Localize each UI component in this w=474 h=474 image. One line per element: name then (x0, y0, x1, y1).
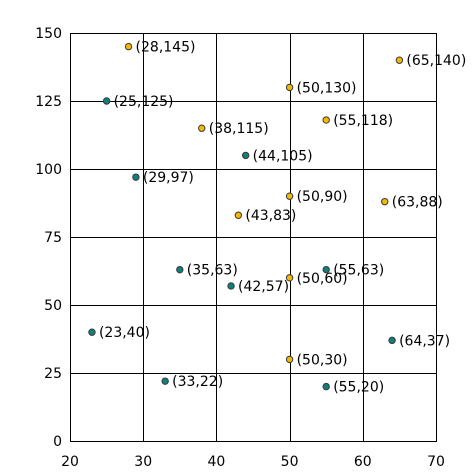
y-tick-label: 150 (35, 26, 62, 42)
y-tick-label: 75 (44, 230, 62, 246)
grid (70, 33, 437, 442)
data-label: (23,40) (99, 325, 150, 341)
data-point (234, 211, 243, 219)
y-tick-label: 100 (35, 162, 62, 178)
y-tick-label: 50 (44, 298, 62, 314)
y-tick-label: 125 (35, 94, 62, 110)
data-point (88, 328, 96, 336)
x-tick-label: 20 (61, 454, 79, 470)
data-label: (33,22) (172, 374, 223, 390)
data-label: (63,88) (392, 195, 443, 211)
data-label: (35,63) (187, 263, 238, 279)
data-point (395, 56, 404, 64)
data-label: (29,97) (143, 170, 194, 186)
data-label: (50,130) (297, 80, 357, 96)
data-label: (44,105) (253, 148, 313, 164)
data-point (285, 274, 294, 282)
data-point (124, 42, 133, 51)
x-tick-label: 50 (281, 454, 299, 470)
series-0: (28,145) (65,140) (50,130) (38,115) (55,118)… (124, 40, 466, 368)
data-point (322, 116, 330, 124)
data-label: (28,145) (136, 40, 196, 56)
series-1: (25,125) (44,105) (29,97) (35,63) (55,63) (42… (88, 94, 450, 396)
data-point (322, 265, 330, 274)
data-point (381, 197, 389, 206)
data-point (285, 192, 294, 200)
data-point (227, 282, 235, 290)
y-tick-label: 25 (44, 366, 62, 382)
data-point (198, 124, 206, 132)
data-label: (55,118) (333, 113, 393, 129)
data-point (176, 265, 184, 274)
data-label: (25,125) (114, 94, 174, 110)
data-points: (28,145) (65,140) (50,130) (38,115) (55,118)… (88, 40, 466, 396)
data-label: (50,90) (297, 189, 348, 205)
data-point (241, 151, 250, 160)
data-point (388, 336, 396, 345)
data-label: (42,57) (238, 279, 289, 295)
x-tick-label: 60 (354, 454, 372, 470)
data-label: (65,140) (406, 53, 466, 69)
plot-frame (70, 33, 437, 442)
x-tick-label: 70 (427, 454, 445, 470)
data-point (161, 377, 169, 385)
data-point (285, 355, 294, 364)
y-tick-label: 0 (53, 434, 62, 450)
x-axis-ticks: 20 30 40 50 60 70 (61, 454, 445, 470)
data-label: (55,20) (333, 380, 384, 396)
data-point (132, 173, 140, 181)
data-label: (50,30) (297, 352, 348, 368)
data-label: (43,83) (245, 208, 296, 224)
y-axis-ticks: 0 25 50 75 100 125 150 (35, 26, 62, 450)
data-label: (55,63) (333, 263, 384, 279)
x-tick-label: 40 (207, 454, 225, 470)
x-tick-label: 30 (134, 454, 152, 470)
data-point (322, 382, 330, 391)
data-label: (50,60) (297, 271, 348, 287)
data-label: (38,115) (209, 121, 269, 137)
data-point (102, 97, 111, 105)
data-label: (64,37) (399, 333, 450, 349)
data-point (285, 83, 294, 92)
